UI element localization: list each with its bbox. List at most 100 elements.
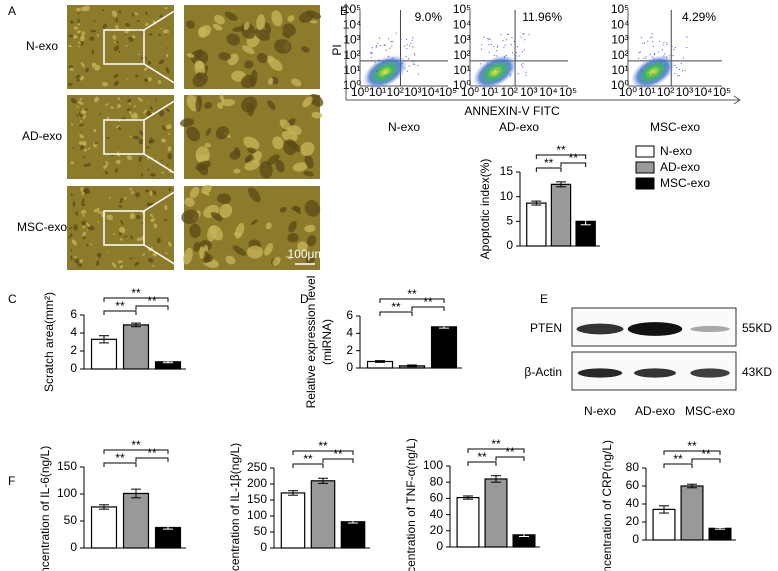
row-label: MSC-exo — [17, 220, 67, 234]
significance-bracket — [495, 456, 525, 461]
cell — [80, 6, 87, 12]
cell — [306, 235, 317, 247]
lane-label: MSC-exo — [685, 404, 735, 418]
event — [496, 50, 498, 52]
error-bar — [131, 488, 141, 499]
band-label: PTEN — [530, 321, 562, 335]
event — [522, 33, 524, 35]
event — [511, 68, 513, 70]
event — [395, 73, 398, 75]
cell — [107, 251, 109, 254]
cell — [300, 141, 315, 157]
cell — [160, 159, 163, 162]
cell — [186, 126, 201, 142]
y-tick-label: 0 — [436, 539, 443, 553]
cell — [134, 261, 140, 267]
significance-bracket — [535, 154, 587, 159]
event — [492, 69, 494, 71]
x-tick-label: 10⁰ — [351, 85, 369, 99]
event — [404, 67, 406, 70]
bar — [340, 521, 366, 549]
cell — [153, 223, 158, 229]
cell — [199, 25, 212, 38]
event — [417, 73, 420, 75]
x-tick-label: 10³ — [520, 85, 537, 99]
y-tick-label: 20 — [430, 523, 444, 537]
significance-bracket — [103, 297, 169, 302]
cell — [126, 78, 129, 80]
cell — [167, 152, 173, 160]
error-bar — [659, 505, 669, 514]
band — [634, 368, 676, 378]
event — [645, 55, 647, 58]
event — [683, 60, 686, 62]
event — [414, 54, 416, 56]
y-tick-label: 6 — [346, 308, 353, 322]
cell — [71, 239, 77, 246]
cell — [67, 82, 73, 86]
bar — [90, 338, 118, 370]
event — [651, 74, 654, 76]
cell — [82, 236, 86, 240]
significance-label: ** — [556, 143, 566, 157]
cell — [297, 241, 308, 252]
cell — [140, 172, 143, 178]
cell — [161, 138, 166, 143]
cell — [96, 260, 100, 267]
event — [406, 70, 408, 72]
event — [657, 51, 659, 53]
cell — [87, 225, 95, 231]
cell — [159, 110, 165, 117]
event — [388, 74, 390, 76]
error-bar — [375, 360, 385, 363]
significance-bracket — [379, 311, 413, 316]
cell — [234, 147, 241, 156]
cell — [250, 69, 258, 88]
cell — [266, 154, 280, 166]
event — [522, 62, 524, 65]
significance-label: ** — [318, 439, 328, 453]
cell — [259, 161, 273, 179]
x-tick-label: 10⁰ — [461, 85, 479, 99]
cell — [75, 7, 81, 12]
cell — [199, 246, 205, 259]
row-label: N-exo — [26, 39, 58, 53]
y-axis-label: Relative expression level — [304, 276, 318, 409]
cell — [91, 49, 95, 55]
group-label: N-exo — [388, 120, 420, 134]
cell — [136, 237, 142, 241]
event — [658, 40, 661, 42]
y-tick-label: 0 — [70, 361, 77, 375]
cell — [146, 146, 150, 149]
y-tick-label: 15 — [500, 164, 514, 178]
event — [369, 52, 372, 54]
cell — [162, 29, 170, 35]
y-tick-label: 10⁰ — [453, 78, 471, 92]
y-tick-label: 60 — [430, 491, 444, 505]
cell — [112, 35, 117, 40]
event — [377, 68, 379, 70]
event — [481, 44, 483, 46]
percent-label: 9.0% — [415, 10, 443, 24]
cell — [143, 109, 148, 114]
cell — [254, 28, 271, 41]
significance-bracket — [379, 298, 445, 303]
cell — [154, 99, 157, 102]
significance-bracket — [691, 458, 721, 463]
cell — [206, 225, 217, 242]
cell — [82, 213, 85, 218]
percent-label: 4.29% — [682, 10, 716, 24]
cell — [168, 188, 172, 192]
cell — [115, 18, 118, 23]
y-tick-label: 200 — [247, 476, 267, 490]
cell — [133, 135, 140, 140]
cell — [89, 243, 93, 246]
y-tick-label: 10¹ — [453, 63, 470, 77]
cell — [146, 202, 150, 207]
cell — [225, 255, 236, 265]
cell — [72, 146, 75, 149]
cell — [166, 163, 169, 166]
band — [576, 323, 624, 335]
bar — [154, 526, 182, 549]
